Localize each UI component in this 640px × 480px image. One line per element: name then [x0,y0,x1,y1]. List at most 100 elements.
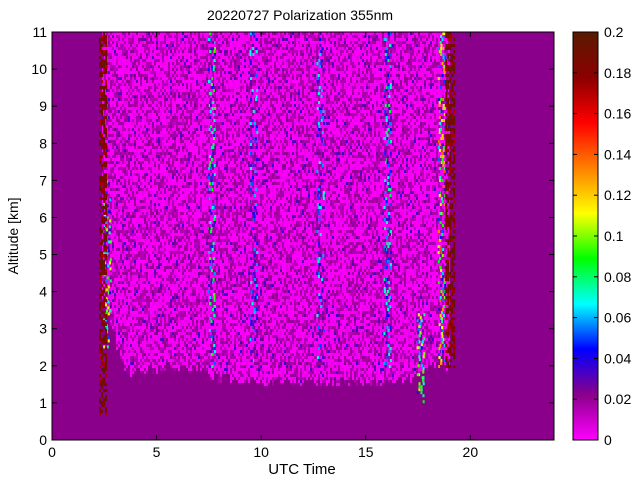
heatmap-cell [172,206,174,209]
heatmap-cell [106,188,108,191]
heatmap-cell [130,149,132,152]
heatmap-cell [176,173,178,176]
heatmap-cell [144,191,146,194]
heatmap-cell [150,185,152,188]
heatmap-cell [148,107,150,110]
heatmap-cell [172,149,174,152]
heatmap-cell [150,50,152,53]
heatmap-cell [120,353,122,356]
heatmap-cell [142,221,144,224]
heatmap-cell [112,203,114,206]
heatmap-cell [126,305,128,308]
heatmap-cell [150,197,152,200]
heatmap-cell [112,80,114,83]
heatmap-cell [112,311,114,314]
heatmap-cell [120,68,122,71]
heatmap-cell [162,92,164,95]
heatmap-cell [110,146,112,149]
heatmap-cell [130,155,132,158]
heatmap-cell [134,302,136,305]
heatmap-cell [190,212,192,215]
heatmap-cell [116,242,118,245]
heatmap-cell [156,74,158,77]
heatmap-cell [188,170,190,173]
heatmap-cell [164,131,166,134]
heatmap-cell [170,305,172,308]
heatmap-cell [186,362,188,365]
heatmap-cell [150,191,152,194]
heatmap-cell [176,296,178,299]
heatmap-cell [142,347,144,350]
heatmap-cell [190,167,192,170]
heatmap-cell [160,299,162,302]
heatmap-cell [188,236,190,239]
heatmap-cell [170,77,172,80]
heatmap-cell [168,230,170,233]
heatmap-cell [132,338,134,341]
heatmap-cell [154,47,156,50]
heatmap-cell [128,233,130,236]
heatmap-cell [148,101,150,104]
heatmap-cell [182,146,184,149]
heatmap-cell [162,254,164,257]
heatmap-cell [178,218,180,221]
heatmap-cell [136,89,138,92]
heatmap-cell [174,299,176,302]
heatmap-cell [150,296,152,299]
heatmap-cell [150,41,152,44]
heatmap-cell [184,38,186,41]
heatmap-cell [162,350,164,353]
heatmap-cell [130,254,132,257]
heatmap-cell [156,359,158,362]
heatmap-cell [136,230,138,233]
heatmap-cell [158,44,160,47]
heatmap-cell [164,239,166,242]
heatmap-cell [120,155,122,158]
heatmap-cell [190,344,192,347]
heatmap-cell [138,353,140,356]
heatmap-cell [190,110,192,113]
heatmap-cell [156,146,158,149]
heatmap-cell [132,44,134,47]
heatmap-cell [192,47,194,50]
heatmap-cell [144,98,146,101]
heatmap-cell [132,176,134,179]
heatmap-cell [152,242,154,245]
heatmap-cell [178,287,180,290]
heatmap-cell [190,44,192,47]
heatmap-cell [188,263,190,266]
heatmap-cell [158,173,160,176]
heatmap-cell [110,50,112,53]
heatmap-cell [122,308,124,311]
heatmap-cell [150,317,152,320]
heatmap-cell [176,104,178,107]
heatmap-cell [146,128,148,131]
heatmap-cell [128,101,130,104]
heatmap-cell [142,284,144,287]
heatmap-cell [192,83,194,86]
heatmap-cell [168,308,170,311]
heatmap-cell [148,215,150,218]
heatmap-cell [170,218,172,221]
heatmap-cell [140,95,142,98]
heatmap-cell [192,248,194,251]
heatmap-cell [128,218,130,221]
heatmap-cell [186,245,188,248]
heatmap-cell [150,332,152,335]
heatmap-cell [136,248,138,251]
heatmap-cell [144,131,146,134]
heatmap-cell [176,314,178,317]
heatmap-cell [134,338,136,341]
heatmap-cell [170,353,172,356]
heatmap-cell [116,68,118,71]
heatmap-cell [164,299,166,302]
heatmap-cell [158,356,160,359]
heatmap-cell [180,62,182,65]
heatmap-cell [154,50,156,53]
heatmap-cell [114,245,116,248]
heatmap-cell [110,167,112,170]
heatmap-cell [118,179,120,182]
heatmap-cell [140,89,142,92]
heatmap-cell [122,38,124,41]
heatmap-cell [156,71,158,74]
